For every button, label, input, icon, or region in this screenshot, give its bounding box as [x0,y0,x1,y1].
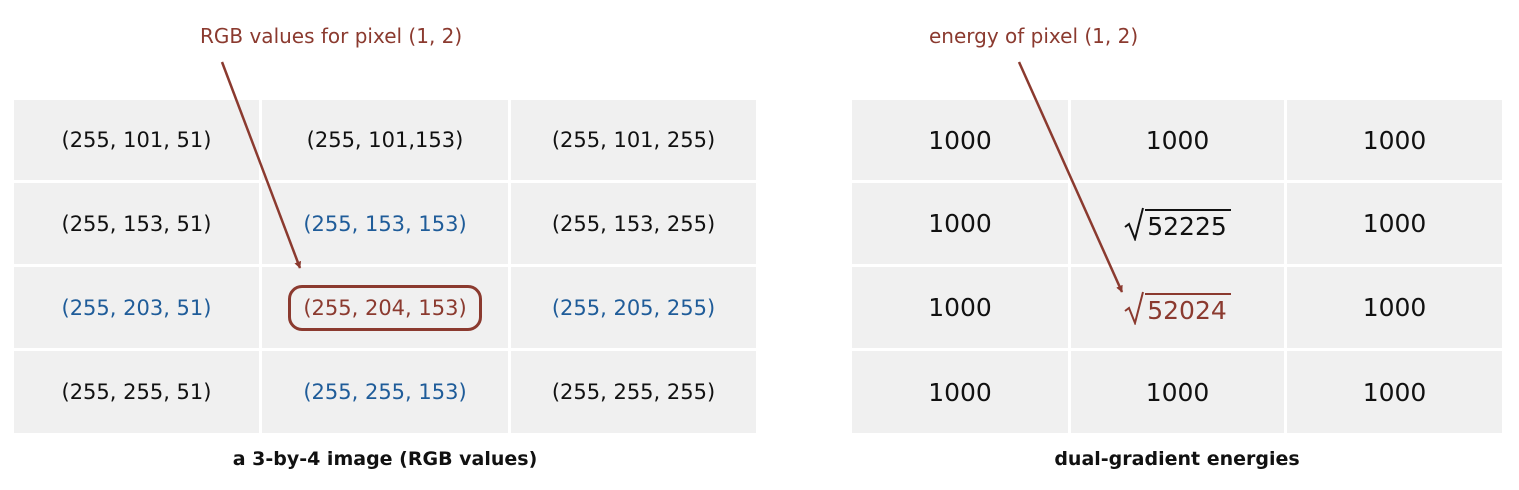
sqrt-expression: 52225 [1124,207,1231,241]
rgb-value: (255, 101,153) [306,128,464,152]
energy-value: 1000 [928,293,992,322]
rgb-cell-2-1: (255, 204, 153) [262,267,508,348]
energy-value: 1000 [1362,125,1427,155]
square-root-icon [1124,291,1145,325]
energy-cell-0-1: 1000 [1071,100,1284,180]
rgb-value: (255, 255, 51) [61,380,212,404]
rgb-value: (255, 101, 51) [61,128,212,152]
rgb-value: (255, 153, 255) [551,211,716,236]
rgb-cell-0-1: (255, 101,153) [262,100,508,180]
energy-value: 1000 [1145,377,1210,407]
rgb-values-table: (255, 101, 51) (255, 101,153) (255, 101,… [14,100,756,433]
square-root-icon [1124,207,1145,241]
rgb-value-neighbor: (255, 255, 153) [303,380,467,404]
rgb-value: (255, 101, 255) [551,128,716,152]
rgb-value-neighbor: (255, 153, 153) [303,211,467,236]
rgb-cell-3-1: (255, 255, 153) [262,351,508,433]
energy-cell-1-2: 1000 [1287,183,1502,264]
energy-cell-2-0: 1000 [852,267,1068,348]
energy-cell-3-1: 1000 [1071,351,1284,433]
energy-cell-3-2: 1000 [1287,351,1502,433]
energy-callout-label: energy of pixel (1, 2) [929,24,1139,48]
energy-table-caption: dual-gradient energies [1054,448,1300,470]
rgb-callout-arrow [220,61,302,269]
energy-value: 1000 [1362,293,1427,322]
sqrt-expression-target: 52024 [1124,291,1231,325]
rgb-value: (255, 255, 255) [551,380,716,404]
energy-cell-2-2: 1000 [1287,267,1502,348]
energy-cell-3-0: 1000 [852,351,1068,433]
rgb-table-caption: a 3-by-4 image (RGB values) [232,448,538,470]
rgb-cell-1-1: (255, 153, 153) [262,183,508,264]
rgb-value: (255, 153, 51) [61,211,212,236]
energy-radicand: 52225 [1145,209,1231,241]
rgb-cell-3-2: (255, 255, 255) [511,351,756,433]
energy-value: 1000 [928,209,992,238]
rgb-value-neighbor: (255, 205, 255) [551,295,716,320]
rgb-callout-label: RGB values for pixel (1, 2) [200,24,463,48]
rgb-value-neighbor: (255, 203, 51) [61,295,212,320]
energy-cell-1-1: 52225 [1071,183,1284,264]
rgb-cell-0-2: (255, 101, 255) [511,100,756,180]
energy-cell-0-0: 1000 [852,100,1068,180]
energy-callout-arrow [1017,61,1124,293]
rgb-cell-3-0: (255, 255, 51) [14,351,259,433]
energy-value: 1000 [1362,209,1427,238]
energy-value: 1000 [1145,125,1210,155]
energy-value: 1000 [1362,377,1427,407]
energy-table: 1000 1000 1000 1000 52225 1000 1000 5202… [852,100,1502,433]
rgb-cell-2-0: (255, 203, 51) [14,267,259,348]
energy-cell-1-0: 1000 [852,183,1068,264]
rgb-value-target-pixel: (255, 204, 153) [288,284,482,331]
energy-value: 1000 [928,377,992,407]
rgb-cell-2-2: (255, 205, 255) [511,267,756,348]
energy-cell-2-1: 52024 [1071,267,1284,348]
rgb-cell-1-2: (255, 153, 255) [511,183,756,264]
energy-value: 1000 [928,125,992,155]
rgb-cell-1-0: (255, 153, 51) [14,183,259,264]
energy-cell-0-2: 1000 [1287,100,1502,180]
rgb-cell-0-0: (255, 101, 51) [14,100,259,180]
energy-radicand-target: 52024 [1145,293,1231,325]
